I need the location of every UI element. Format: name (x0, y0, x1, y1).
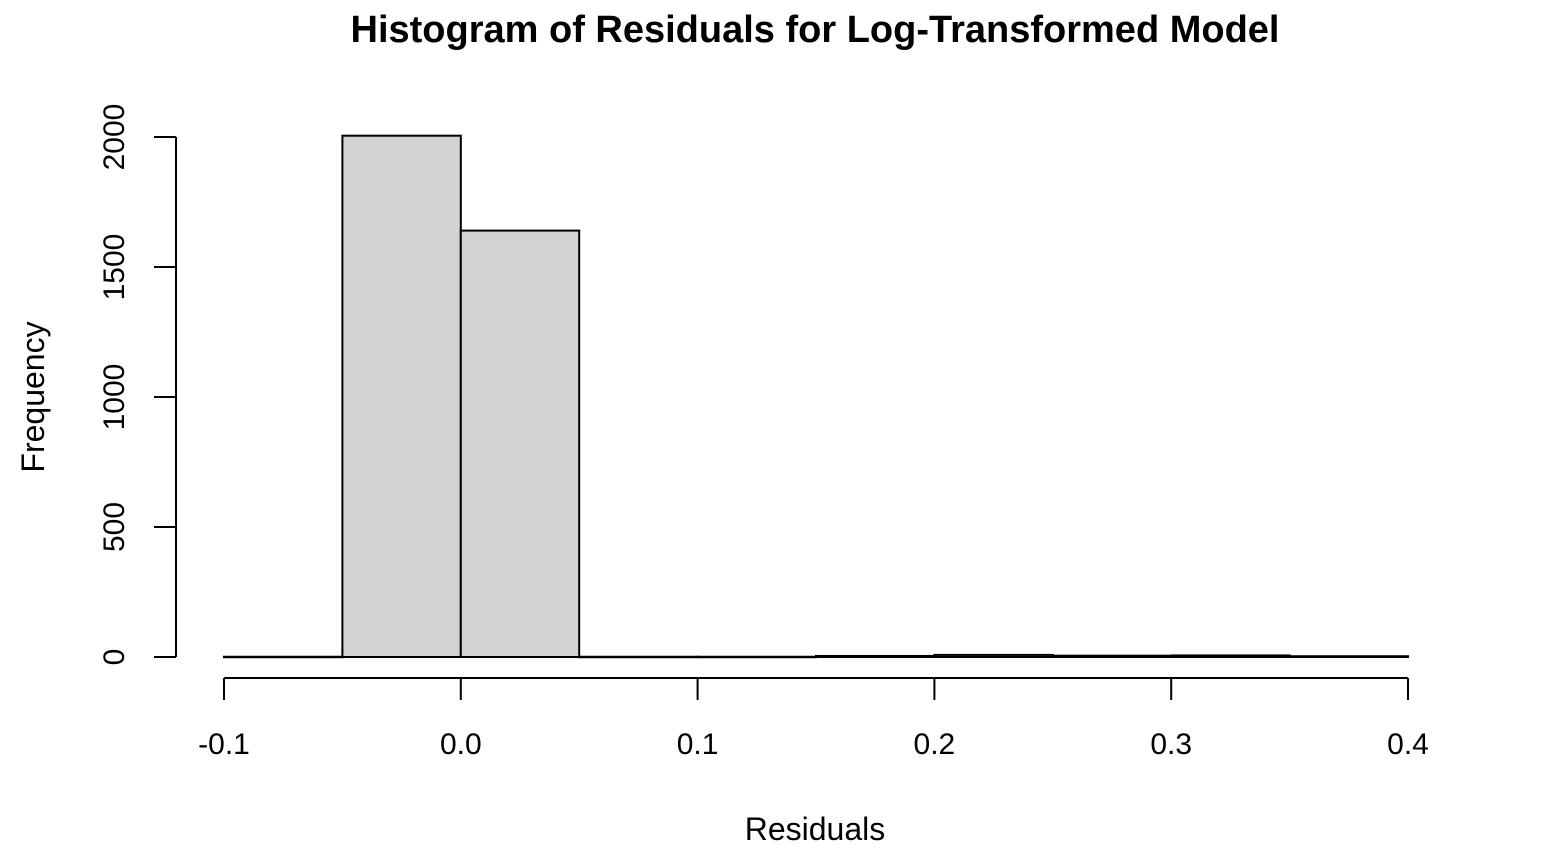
histogram-bar (815, 654, 936, 659)
histogram-bar (223, 655, 344, 659)
x-axis: -0.1 0.0 0.1 0.2 0.3 0.4 (198, 677, 1429, 761)
y-axis: 0 500 1000 1500 2000 (98, 104, 177, 666)
x-axis-label: Residuals (745, 811, 886, 847)
histogram-bar (459, 229, 581, 658)
y-axis-label: Frequency (15, 321, 51, 472)
histogram-bar (341, 134, 462, 658)
histogram-bar (1288, 655, 1409, 658)
chart-title: Histogram of Residuals for Log-Transform… (351, 9, 1280, 51)
y-tick-label: 1500 (98, 234, 131, 301)
y-tick-label: 0 (98, 649, 131, 666)
x-tick-label: 0.4 (1387, 728, 1429, 761)
histogram-bar (933, 653, 1054, 658)
x-tick-label: 0.0 (440, 728, 482, 761)
y-tick-label: 500 (98, 502, 131, 552)
histogram-bar (1051, 654, 1173, 659)
x-tick-label: -0.1 (198, 728, 250, 761)
histogram-bar (696, 655, 817, 659)
y-tick-label: 2000 (98, 104, 131, 171)
histogram-bar (1170, 654, 1291, 659)
histogram-bars (223, 134, 1409, 659)
histogram-bar (578, 655, 699, 659)
x-tick-label: 0.1 (677, 728, 719, 761)
x-tick-label: 0.2 (914, 728, 956, 761)
x-tick-label: 0.3 (1150, 728, 1192, 761)
y-tick-label: 1000 (98, 364, 131, 431)
